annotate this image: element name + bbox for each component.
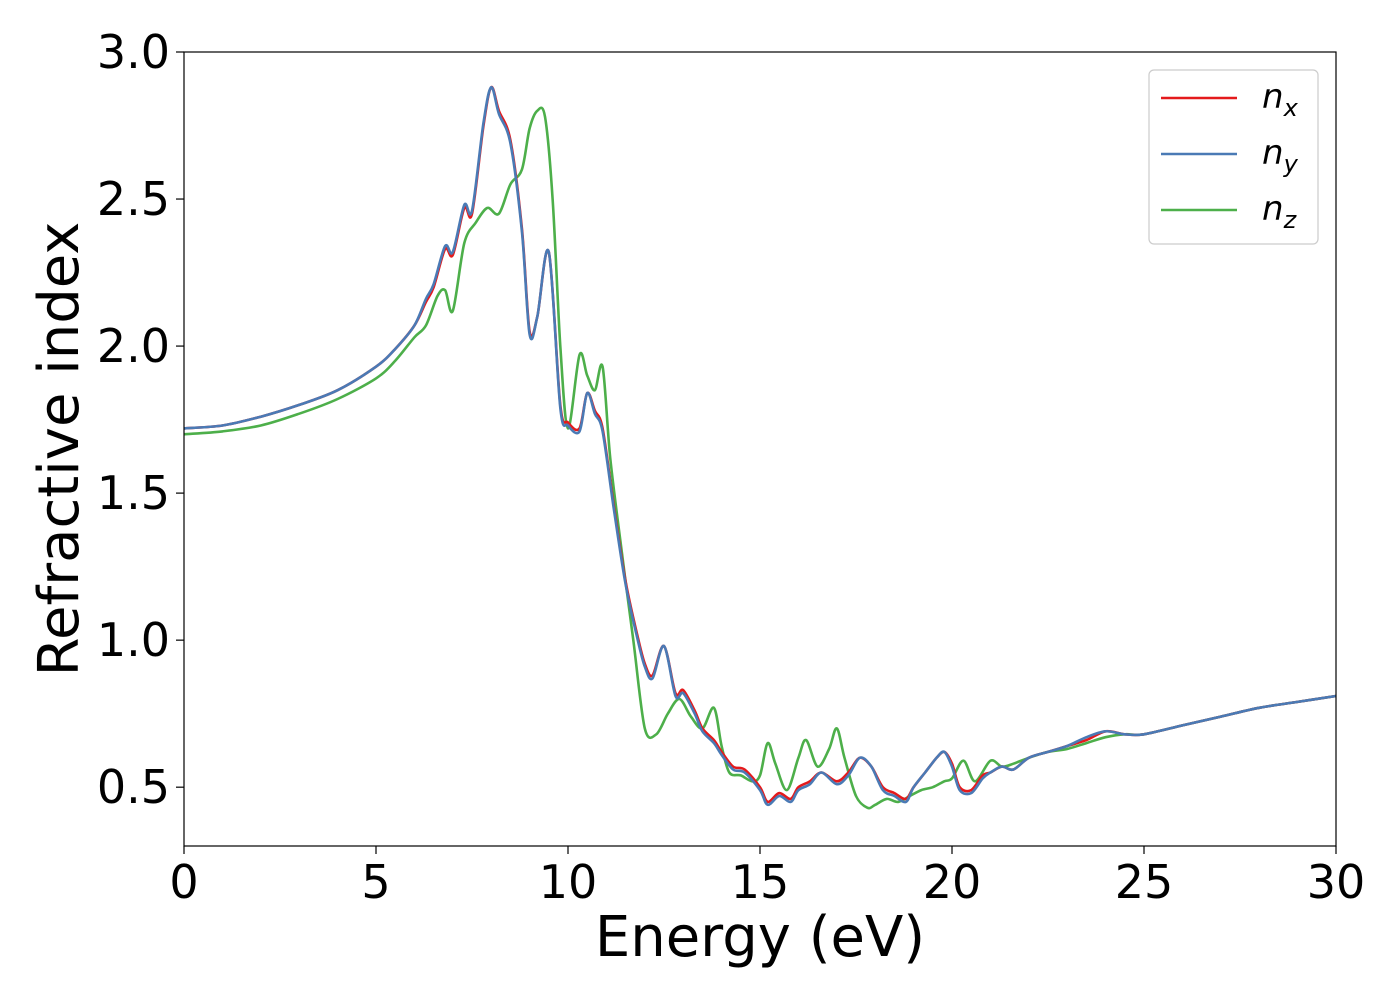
- x-tick-label: 15: [731, 855, 790, 909]
- legend-box: [1148, 69, 1319, 245]
- y-axis: 0.5 1.0 1.5 2.0 2.5 3.0: [97, 25, 184, 814]
- y-tick-label: 0.5: [97, 760, 170, 814]
- legend-label-x: nx: [1262, 77, 1299, 122]
- legend-label-subscript: y: [1283, 150, 1299, 178]
- legend-label-y: ny: [1262, 133, 1299, 178]
- y-tick-label: 3.0: [97, 25, 170, 79]
- x-tick-label: 5: [361, 855, 390, 909]
- y-tick-label: 2.0: [97, 319, 170, 373]
- y-tick-label: 1.5: [97, 466, 170, 520]
- y-tick-label: 1.0: [97, 613, 170, 667]
- series-layer: [183, 85, 1337, 810]
- legend-label-main: n: [1262, 189, 1284, 229]
- legend-label-z: nz: [1262, 189, 1298, 234]
- legend-label-main: n: [1262, 133, 1284, 173]
- y-tick-label: 2.5: [97, 172, 170, 226]
- x-tick-label: 30: [1307, 855, 1366, 909]
- x-axis: 0 5 10 15 20 25 30: [169, 846, 1365, 909]
- x-tick-label: 25: [1115, 855, 1174, 909]
- x-axis-title: Energy (eV): [595, 905, 925, 970]
- series-line-z: [183, 106, 1337, 810]
- legend-label-subscript: z: [1283, 206, 1298, 234]
- x-tick-label: 10: [539, 855, 598, 909]
- x-tick-label: 0: [169, 855, 198, 909]
- legend-label-main: n: [1262, 77, 1284, 117]
- x-tick-label: 20: [923, 855, 982, 909]
- series-line-y: [183, 85, 1337, 807]
- y-axis-title: Refractive index: [27, 222, 92, 677]
- legend-label-subscript: x: [1283, 94, 1299, 122]
